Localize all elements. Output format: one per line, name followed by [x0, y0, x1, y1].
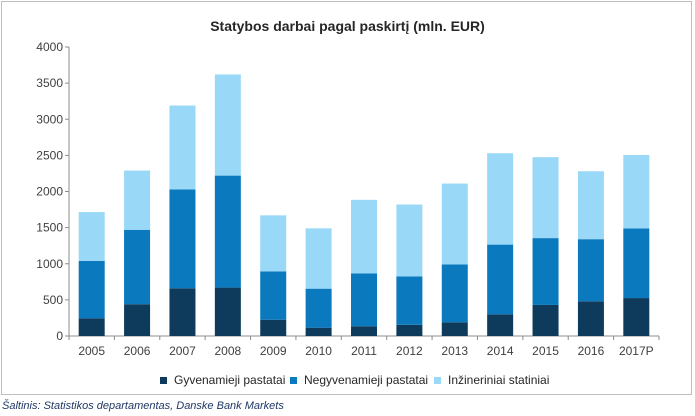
- bar-negyvenamieji-2017P: [623, 228, 650, 299]
- bar-gyvenamieji-2008: [214, 287, 241, 336]
- bar-negyvenamieji-2005: [78, 260, 105, 319]
- bar-inzineriniai-2006: [124, 170, 151, 230]
- x-tick-label: 2016: [578, 344, 605, 358]
- y-tick-label: 500: [43, 293, 63, 307]
- bar-gyvenamieji-2012: [396, 324, 423, 336]
- bar-inzineriniai-2015: [532, 157, 559, 239]
- legend-item-negyvenamieji: Negyvenamieji pastatai: [290, 373, 428, 387]
- bar-negyvenamieji-2012: [396, 276, 423, 325]
- bar-inzineriniai-2009: [260, 215, 287, 272]
- bar-negyvenamieji-2008: [214, 175, 241, 288]
- x-tick-label: 2009: [260, 344, 287, 358]
- bar-gyvenamieji-2015: [532, 304, 559, 336]
- source-note: Šaltinis: Statistikos departamentas, Dan…: [2, 400, 284, 412]
- bar-inzineriniai-2008: [214, 74, 241, 176]
- bar-gyvenamieji-2011: [351, 326, 377, 336]
- bar-inzineriniai-2017P: [623, 155, 650, 229]
- x-tick-label: 2014: [487, 344, 514, 358]
- x-tick-label: 2011: [351, 344, 377, 358]
- y-tick-label: 1500: [36, 221, 63, 235]
- x-tick-label: 2015: [532, 344, 559, 358]
- y-tick-label: 1000: [36, 257, 63, 271]
- bar-gyvenamieji-2013: [441, 322, 468, 336]
- bar-negyvenamieji-2010: [305, 288, 332, 328]
- x-tick-label: 2013: [441, 344, 468, 358]
- bar-gyvenamieji-2010: [305, 327, 332, 336]
- y-tick-label: 3000: [36, 112, 63, 126]
- x-tick-label: 2005: [78, 344, 105, 358]
- bar-inzineriniai-2011: [351, 199, 377, 274]
- bar-inzineriniai-2007: [169, 105, 196, 190]
- x-tick-label: 2006: [124, 344, 151, 358]
- bar-gyvenamieji-2014: [487, 314, 514, 336]
- y-tick-label: 2500: [36, 148, 63, 162]
- x-tick-label: 2007: [169, 344, 196, 358]
- bar-inzineriniai-2014: [487, 153, 514, 245]
- bar-gyvenamieji-2009: [260, 319, 287, 336]
- bar-negyvenamieji-2016: [577, 239, 604, 302]
- bar-negyvenamieji-2009: [260, 271, 287, 320]
- legend-label: Negyvenamieji pastatai: [304, 373, 429, 387]
- bar-negyvenamieji-2014: [487, 244, 514, 315]
- bar-gyvenamieji-2005: [78, 318, 105, 336]
- legend-label: Inžineriniai statiniai: [448, 373, 550, 387]
- bar-negyvenamieji-2011: [351, 273, 377, 327]
- bar-gyvenamieji-2006: [124, 304, 151, 336]
- x-tick-label: 2012: [396, 344, 423, 358]
- bar-negyvenamieji-2013: [441, 264, 468, 323]
- bar-gyvenamieji-2007: [169, 288, 196, 336]
- x-tick-label: 2017P: [619, 344, 654, 358]
- legend-swatch: [290, 376, 297, 384]
- y-tick-label: 2000: [36, 185, 63, 199]
- plot-area: 0 500 1000 1500 2000 2500 3000 3500 4000 2005 2006…: [36, 40, 660, 358]
- bar-inzineriniai-2016: [577, 171, 604, 240]
- x-tick-label: 2010: [305, 344, 332, 358]
- y-tick-label: 3500: [36, 76, 63, 90]
- bar-inzineriniai-2013: [441, 183, 468, 265]
- y-tick-label: 0: [56, 329, 63, 343]
- bar-gyvenamieji-2016: [577, 301, 604, 336]
- legend-item-inzineriniai: Inžineriniai statiniai: [434, 373, 549, 387]
- legend-swatch: [160, 376, 167, 384]
- chart-title: Statybos darbai pagal paskirtį (mln. EUR…: [210, 18, 485, 34]
- bar-negyvenamieji-2006: [124, 229, 151, 305]
- x-tick-label: 2008: [214, 344, 241, 358]
- chart-frame: [1, 1, 692, 395]
- bar-inzineriniai-2012: [396, 204, 423, 277]
- bar-inzineriniai-2005: [78, 212, 105, 261]
- bar-negyvenamieji-2015: [532, 238, 559, 305]
- y-tick-label: 4000: [36, 40, 63, 54]
- bar-negyvenamieji-2007: [169, 189, 196, 289]
- legend-label: Gyvenamieji pastatai: [174, 373, 286, 387]
- bar-inzineriniai-2010: [305, 228, 332, 289]
- legend-item-gyvenamieji: Gyvenamieji pastatai: [160, 373, 285, 387]
- legend-swatch: [434, 376, 441, 384]
- bar-gyvenamieji-2017P: [623, 298, 650, 336]
